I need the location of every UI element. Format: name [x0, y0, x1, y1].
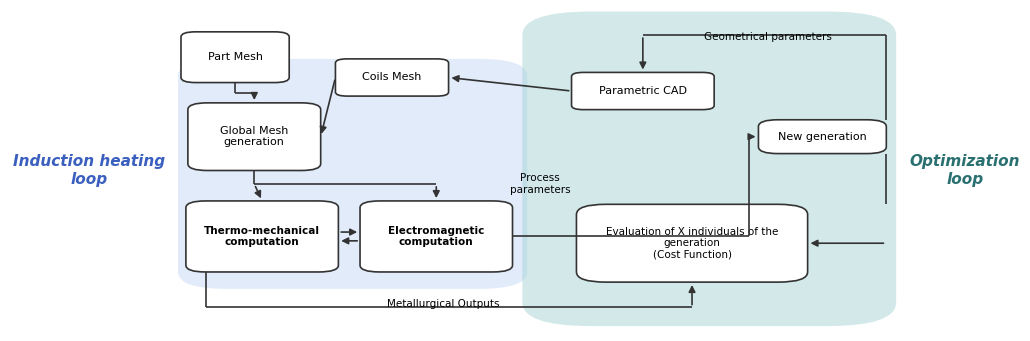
Text: Induction heating
loop: Induction heating loop: [13, 154, 166, 187]
FancyBboxPatch shape: [577, 204, 808, 282]
FancyBboxPatch shape: [178, 59, 527, 289]
FancyBboxPatch shape: [758, 120, 887, 153]
Text: Evaluation of X individuals of the
generation
(Cost Function): Evaluation of X individuals of the gener…: [606, 227, 779, 260]
FancyBboxPatch shape: [181, 32, 289, 83]
Text: Geometrical parameters: Geometrical parameters: [705, 32, 832, 42]
Text: Parametric CAD: Parametric CAD: [598, 86, 687, 96]
Text: New generation: New generation: [778, 132, 867, 142]
Text: Global Mesh
generation: Global Mesh generation: [220, 126, 288, 147]
Text: Thermo-mechanical
computation: Thermo-mechanical computation: [204, 226, 320, 247]
Text: Process
parameters: Process parameters: [510, 173, 571, 195]
Text: Coils Mesh: Coils Mesh: [363, 73, 421, 83]
Text: Part Mesh: Part Mesh: [208, 52, 263, 62]
FancyBboxPatch shape: [360, 201, 513, 272]
FancyBboxPatch shape: [187, 103, 320, 170]
Text: Electromagnetic
computation: Electromagnetic computation: [388, 226, 484, 247]
Text: Optimization
loop: Optimization loop: [909, 154, 1021, 187]
FancyBboxPatch shape: [572, 72, 714, 109]
Text: Metallurgical Outputs: Metallurgical Outputs: [387, 299, 500, 309]
FancyBboxPatch shape: [336, 59, 448, 96]
FancyBboxPatch shape: [522, 12, 896, 326]
FancyBboxPatch shape: [185, 201, 339, 272]
